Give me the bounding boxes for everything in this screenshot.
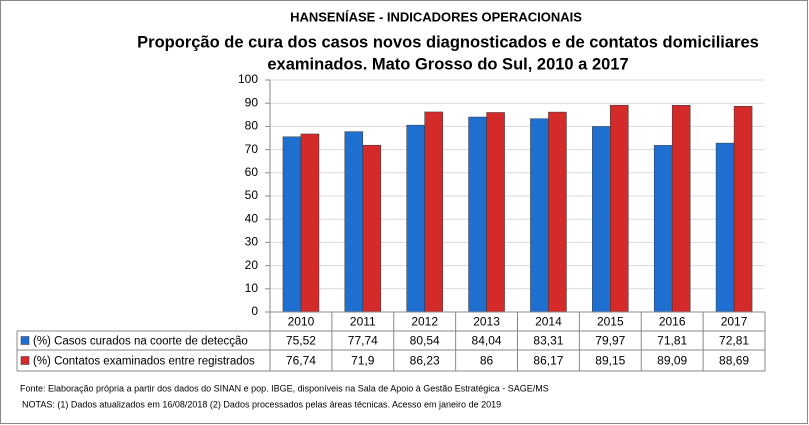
- y-tick-label: 70: [245, 142, 259, 156]
- y-tick-label: 0: [251, 304, 258, 318]
- bar: [610, 104, 629, 313]
- x-tick-label: 2016: [659, 315, 686, 329]
- table-value: 89,15: [595, 354, 625, 368]
- bar: [733, 105, 753, 313]
- bar: [468, 116, 487, 313]
- y-tick-label: 20: [245, 258, 259, 272]
- bar: [344, 131, 364, 313]
- x-tick-label: 2010: [288, 315, 315, 329]
- bar: [592, 126, 611, 313]
- bar: [282, 136, 302, 313]
- bar: [530, 118, 549, 313]
- bar: [486, 112, 505, 313]
- bar: [548, 111, 567, 313]
- legend-swatch: [20, 336, 30, 345]
- bar: [300, 133, 320, 313]
- legend-label: (%) Contatos examinados entre registrado…: [33, 356, 255, 368]
- x-tick-label: 2014: [535, 315, 562, 329]
- x-tick-label: 2012: [411, 315, 438, 329]
- chart-title: HANSENÍASE - INDICADORES OPERACIONAIS: [290, 9, 582, 24]
- chart-subtitle: Proporção de cura dos casos novos diagno…: [137, 33, 759, 51]
- bar: [653, 145, 673, 313]
- bar: [715, 142, 735, 313]
- bar: [362, 144, 382, 313]
- footnote: Fonte: Elaboração própria a partir dos d…: [20, 383, 549, 393]
- table-value: 83,31: [533, 334, 563, 348]
- table-value: 71,81: [657, 334, 687, 348]
- bar: [406, 124, 425, 313]
- y-tick-label: 90: [245, 95, 259, 109]
- table-value: 86,17: [533, 354, 563, 368]
- y-tick-label: 100: [238, 72, 258, 86]
- y-tick-label: 40: [245, 211, 259, 225]
- legend-swatch: [20, 356, 30, 365]
- table-value: 72,81: [719, 334, 749, 348]
- bar: [671, 105, 691, 313]
- x-tick-label: 2011: [350, 315, 376, 329]
- table-value: 80,54: [410, 334, 440, 348]
- footnote: NOTAS: (1) Dados atualizados em 16/08/20…: [22, 399, 501, 409]
- table-value: 86,23: [410, 354, 440, 368]
- table-value: 75,52: [286, 334, 316, 348]
- y-tick-label: 80: [245, 119, 259, 133]
- table-value: 84,04: [472, 334, 502, 348]
- table-value: 86: [480, 354, 494, 368]
- x-tick-label: 2015: [597, 315, 624, 329]
- y-tick-label: 30: [245, 235, 259, 249]
- table-value: 88,69: [719, 354, 749, 368]
- table-value: 89,09: [657, 354, 687, 368]
- table-value: 71,9: [351, 354, 375, 368]
- x-tick-label: 2017: [721, 315, 748, 329]
- table-value: 76,74: [286, 354, 316, 368]
- bar: [424, 111, 443, 313]
- y-tick-label: 10: [245, 281, 259, 295]
- chart-subtitle: examinados. Mato Grosso do Sul, 2010 a 2…: [267, 55, 628, 73]
- table-value: 77,74: [348, 334, 378, 348]
- y-tick-label: 50: [245, 188, 259, 202]
- x-tick-label: 2013: [473, 315, 500, 329]
- legend-label: (%) Casos curados na coorte de detecção: [33, 336, 248, 348]
- y-tick-label: 60: [245, 165, 259, 179]
- table-value: 79,97: [595, 334, 625, 348]
